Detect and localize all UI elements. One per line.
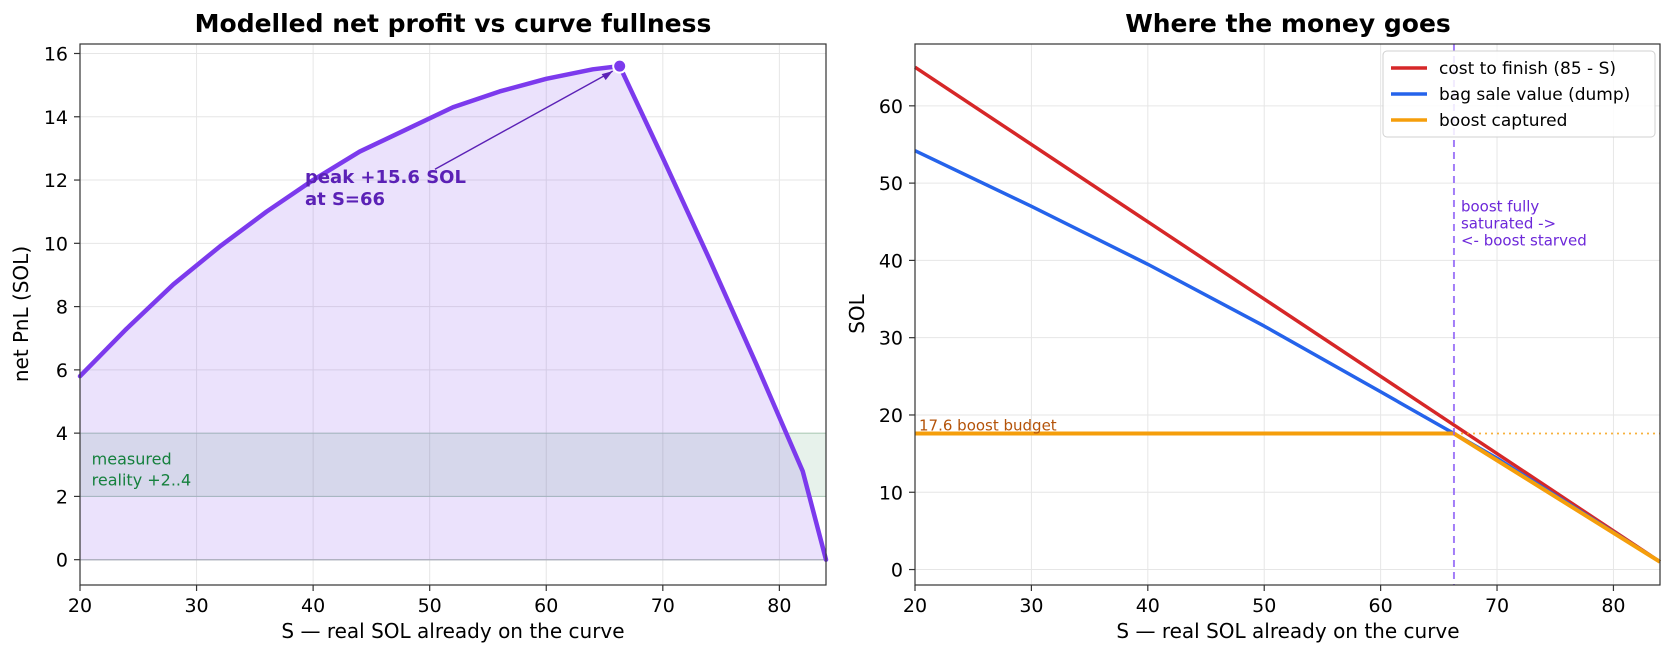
y-tick-label: 14 [44, 107, 68, 129]
x-tick-label: 40 [1136, 595, 1160, 617]
y-tick-label: 8 [56, 297, 68, 319]
pnl-area-fill [80, 66, 826, 561]
legend-label: cost to finish (85 - S) [1439, 59, 1616, 79]
y-tick-label: 2 [56, 486, 68, 508]
band-label: measured reality +2..4 [92, 449, 192, 489]
series-line-1 [914, 65, 1661, 564]
right-chart: 17.6 boost budget boost fully saturated ->… [845, 9, 1662, 643]
left-ticks: 20 30 40 50 60 70 80 0 2 4 6 8 10 12 14 16 [44, 43, 792, 617]
series-line-2 [914, 149, 1661, 564]
y-tick-label: 20 [879, 405, 903, 427]
x-tick-label: 70 [1485, 595, 1509, 617]
measured-reality-band [79, 432, 827, 497]
legend-label: bag sale value (dump) [1439, 85, 1630, 105]
y-tick-label: 12 [44, 170, 68, 192]
y-tick-label: 0 [891, 560, 903, 582]
x-tick-label: 20 [903, 595, 927, 617]
x-tick-label: 30 [1019, 595, 1043, 617]
y-tick-label: 0 [56, 550, 68, 572]
saturation-label: boost fully saturated -> <- boost starved [1461, 198, 1587, 250]
y-tick-label: 4 [56, 423, 68, 445]
x-tick-label: 80 [1601, 595, 1625, 617]
peak-arrow-head [601, 71, 613, 81]
x-tick-label: 70 [651, 595, 675, 617]
x-tick-label: 30 [184, 595, 208, 617]
series-line-3 [915, 431, 1662, 564]
pnl-line [77, 63, 829, 562]
x-tick-label: 20 [68, 595, 92, 617]
right-plot-frame [914, 43, 1661, 586]
y-tick-label: 10 [879, 482, 903, 504]
y-tick-label: 10 [44, 233, 68, 255]
legend-box [1382, 50, 1656, 138]
right-annotations: 17.6 boost budget boost fully saturated ->… [915, 44, 1660, 585]
left-y-axis-label: net PnL (SOL) [9, 246, 33, 382]
y-tick-label: 30 [879, 328, 903, 350]
y-tick-label: 60 [879, 96, 903, 118]
right-chart-title: Where the money goes [1125, 9, 1451, 38]
left-x-axis-label: S — real SOL already on the curve [281, 619, 624, 643]
y-tick-label: 50 [879, 173, 903, 195]
right-y-axis-label: SOL [845, 293, 869, 333]
x-tick-label: 80 [767, 595, 791, 617]
boost-budget-label: 17.6 boost budget [919, 417, 1057, 435]
peak-arrow-line [434, 70, 614, 170]
peak-label: peak +15.6 SOL at S=66 [305, 167, 466, 210]
pnl-series [77, 63, 829, 562]
measured-reality-rect [79, 432, 827, 497]
pnl-area [80, 66, 826, 560]
x-tick-label: 50 [1252, 595, 1276, 617]
left-chart-title: Modelled net profit vs curve fullness [195, 9, 712, 38]
left-chart: peak +15.6 SOL at S=66 measured reality +2.… [9, 9, 829, 643]
legend-label: boost captured [1439, 111, 1567, 131]
right-ticks: 20 30 40 50 60 70 80 0 10 20 30 40 50 60 [879, 96, 1626, 617]
legend: cost to finish (85 - S) bag sale value (d… [1382, 50, 1656, 138]
peak-marker [612, 58, 628, 74]
y-tick-label: 40 [879, 250, 903, 272]
x-tick-label: 60 [534, 595, 558, 617]
right-series [914, 65, 1662, 564]
y-tick-label: 6 [56, 360, 68, 382]
left-annotations: peak +15.6 SOL at S=66 measured reality +2.… [92, 58, 628, 489]
left-plot-frame [79, 43, 827, 586]
x-tick-label: 50 [418, 595, 442, 617]
x-tick-label: 60 [1369, 595, 1393, 617]
x-tick-label: 40 [301, 595, 325, 617]
y-tick-label: 16 [44, 43, 68, 65]
right-x-axis-label: S — real SOL already on the curve [1116, 619, 1459, 643]
